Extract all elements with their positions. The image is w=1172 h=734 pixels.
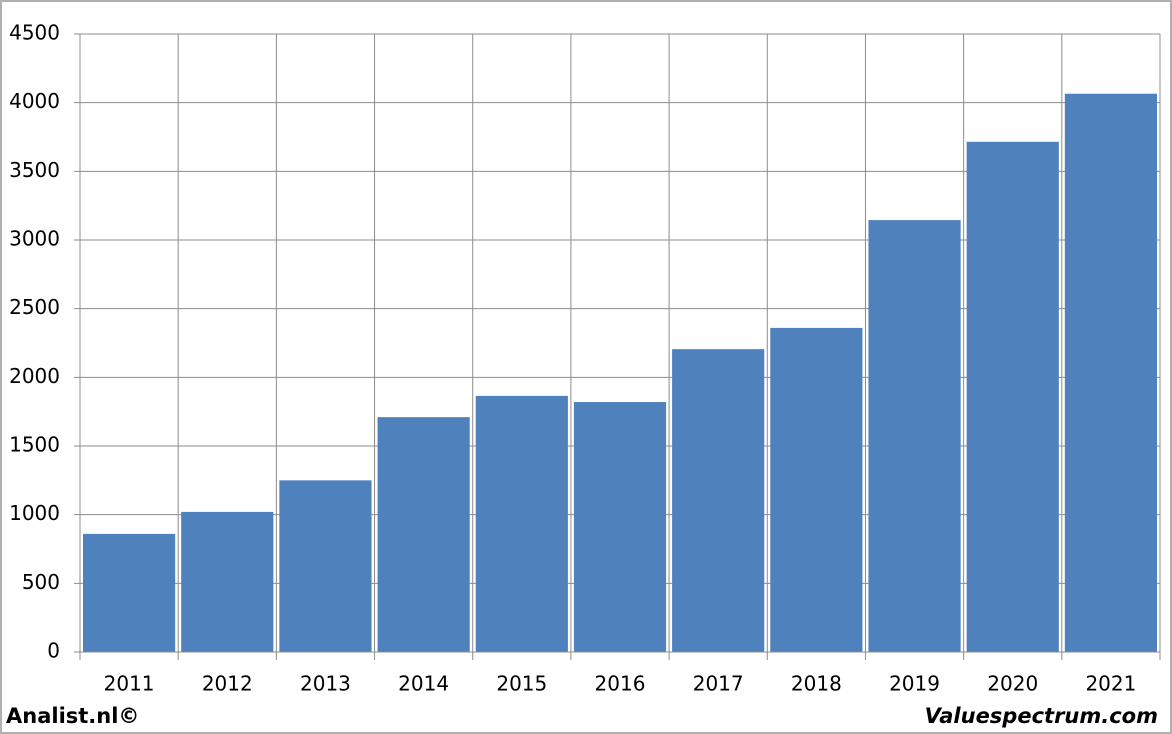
x-tick-label: 2013 [300,672,351,696]
y-tick-label: 3500 [9,158,60,182]
y-tick-label: 4500 [9,21,60,45]
bar [279,480,372,652]
bar [672,349,765,652]
x-tick-label: 2019 [889,672,940,696]
bar [1064,93,1157,653]
y-tick-label: 1000 [9,501,60,525]
y-tick-label: 0 [47,639,60,663]
x-tick-label: 2020 [987,672,1038,696]
footer-right: Valuespectrum.com [925,704,1158,728]
y-tick-label: 500 [22,570,60,594]
bar [966,141,1059,652]
bar [573,402,667,652]
y-tick-label: 2000 [9,364,60,388]
x-tick-label: 2015 [496,672,547,696]
footer-left: Analist.nl© [6,704,139,728]
bar [83,533,176,652]
y-tick-label: 3000 [9,227,60,251]
bar [181,511,274,652]
x-tick-label: 2012 [202,672,253,696]
x-tick-label: 2021 [1085,672,1136,696]
bar [868,220,961,652]
x-tick-label: 2017 [693,672,744,696]
bar [377,417,470,652]
y-tick-label: 4000 [9,89,60,113]
bar [475,395,568,652]
x-tick-label: 2011 [104,672,155,696]
y-tick-label: 2500 [9,295,60,319]
x-tick-label: 2016 [595,672,646,696]
bar [770,327,863,652]
y-tick-label: 1500 [9,433,60,457]
x-tick-label: 2018 [791,672,842,696]
x-tick-label: 2014 [398,672,449,696]
